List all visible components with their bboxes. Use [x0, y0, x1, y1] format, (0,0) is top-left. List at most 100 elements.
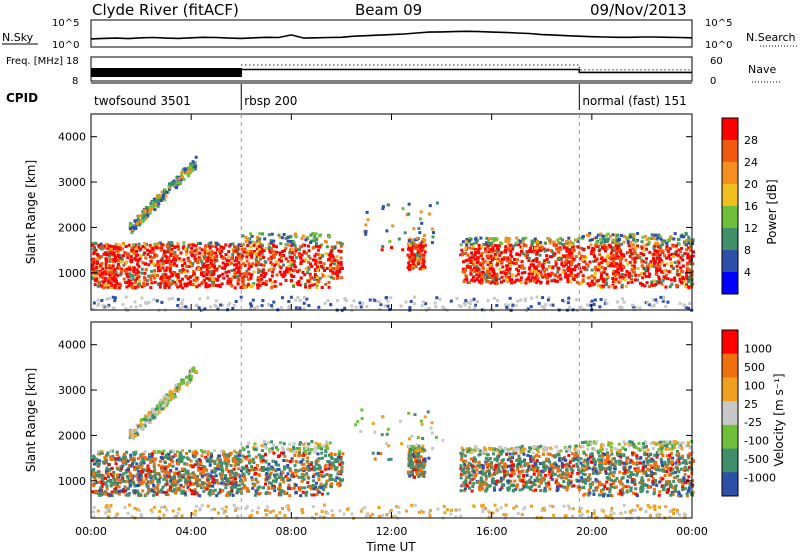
echo-cell — [206, 256, 210, 260]
echo-cell — [675, 264, 679, 268]
echo-cell — [232, 304, 236, 308]
echo-cell — [315, 282, 319, 286]
echo-cell — [486, 244, 490, 248]
echo-cell — [239, 449, 242, 453]
echo-cell — [300, 479, 304, 483]
echo-cell — [642, 248, 646, 252]
echo-cell — [334, 272, 338, 276]
echo-cell — [189, 162, 193, 166]
echo-cell — [117, 265, 121, 269]
echo-cell — [599, 286, 603, 290]
echo-cell — [195, 479, 199, 483]
echo-cell — [299, 276, 303, 280]
echo-cell — [111, 264, 115, 268]
echo-cell — [403, 231, 407, 235]
echo-cell — [519, 298, 523, 302]
echo-cell — [527, 256, 531, 260]
echo-cell — [272, 255, 276, 259]
echo-cell — [100, 450, 104, 453]
echo-cell — [129, 305, 133, 309]
echo-cell — [295, 281, 299, 285]
echo-cell — [185, 269, 189, 273]
echo-cell — [290, 260, 294, 264]
echo-cell — [474, 237, 477, 241]
echo-cell — [264, 247, 268, 250]
echo-cell — [551, 240, 555, 244]
echo-cell — [469, 259, 473, 263]
echo-cell — [308, 286, 312, 290]
echo-cell — [92, 270, 96, 274]
echo-cell — [207, 277, 211, 281]
echo-cell — [583, 266, 587, 270]
echo-cell — [170, 247, 174, 251]
echo-cell — [427, 307, 431, 310]
echo-cell — [481, 464, 485, 468]
echo-cell — [208, 482, 212, 486]
echo-cell — [463, 270, 467, 274]
echo-cell — [141, 245, 145, 249]
echo-cell — [140, 469, 144, 473]
echo-cell — [566, 277, 570, 281]
echo-cell — [417, 262, 420, 266]
echo-cell — [182, 485, 185, 489]
echo-cell — [156, 266, 160, 269]
echo-cell — [185, 264, 189, 268]
echo-cell — [227, 493, 231, 497]
echo-cell — [538, 253, 542, 257]
echo-cell — [539, 248, 543, 252]
echo-cell — [235, 263, 239, 267]
echo-cell — [414, 243, 418, 247]
echo-cell — [200, 471, 204, 475]
echo-cell — [409, 462, 413, 466]
echo-cell — [249, 264, 253, 268]
echo-cell — [269, 481, 273, 485]
echo-cell — [487, 247, 491, 251]
echo-cell — [339, 470, 343, 474]
echo-cell — [140, 285, 144, 289]
echo-cell — [164, 279, 168, 283]
echo-cell — [524, 482, 528, 486]
echo-cell — [288, 460, 292, 463]
echo-cell — [133, 491, 137, 495]
echo-cell — [397, 237, 401, 241]
echo-cell — [247, 454, 251, 458]
echo-cell — [601, 245, 604, 249]
echo-cell — [316, 265, 319, 269]
echo-cell — [486, 299, 490, 303]
echo-cell — [150, 200, 154, 203]
echo-cell — [515, 236, 519, 240]
echo-cell — [152, 483, 156, 487]
echo-cell — [684, 285, 688, 289]
echo-cell — [554, 264, 558, 268]
echo-cell — [157, 478, 161, 482]
echo-cell — [491, 276, 495, 280]
echo-cell — [250, 252, 254, 256]
echo-cell — [270, 304, 274, 308]
echo-cell — [313, 468, 317, 472]
echo-cell — [364, 229, 368, 233]
echo-cell — [161, 485, 165, 489]
echo-cell — [662, 239, 666, 243]
echo-cell — [577, 236, 581, 240]
echo-cell — [361, 302, 364, 305]
echo-cell — [247, 272, 251, 276]
echo-cell — [209, 305, 213, 309]
echo-cell — [138, 304, 142, 308]
echo-cell — [210, 452, 213, 456]
echo-cell — [488, 280, 492, 284]
echo-cell — [654, 241, 658, 245]
echo-cell — [278, 253, 282, 257]
echo-cell — [432, 231, 435, 235]
echo-cell — [141, 468, 145, 472]
echo-cell — [331, 272, 335, 276]
echo-cell — [312, 493, 316, 497]
echo-cell — [101, 460, 105, 464]
echo-cell — [569, 268, 573, 272]
echo-cell — [178, 470, 181, 474]
echo-cell — [143, 468, 147, 472]
echo-cell — [317, 305, 321, 309]
echo-cell — [189, 464, 192, 467]
freq-dense-block — [91, 68, 242, 77]
echo-cell — [318, 465, 322, 469]
echo-cell — [685, 248, 689, 252]
